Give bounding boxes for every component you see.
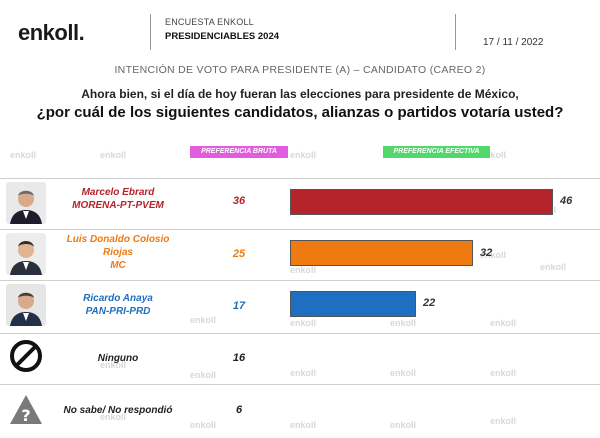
watermark-text: enkoll	[490, 318, 517, 328]
efectiva-value: 22	[423, 297, 436, 309]
bruta-value: 16	[232, 352, 246, 364]
bruta-value: 36	[232, 195, 246, 207]
watermark-text: enkoll	[490, 368, 517, 378]
chart-title: INTENCIÓN DE VOTO PARA PRESIDENTE (A) – …	[114, 64, 486, 76]
watermark-text: enkoll	[490, 416, 517, 426]
watermark-text: enkoll	[290, 265, 317, 275]
candidate-party: MORENA-PT-PVEM	[72, 200, 164, 211]
survey-date: 17 / 11 / 2022	[483, 37, 544, 48]
watermark-text: enkoll	[290, 368, 317, 378]
candidate-name-line1: Luis Donaldo Colosio	[66, 234, 170, 245]
survey-org: ENCUESTA ENKOLL	[165, 17, 254, 27]
option-ninguno-label: Ninguno	[97, 353, 139, 364]
watermark-text: enkoll	[190, 315, 217, 325]
survey-subtitle: PRESIDENCIABLES 2024	[165, 31, 280, 42]
row-separator	[0, 178, 600, 179]
enkoll-logo: enkoll.	[18, 20, 85, 45]
watermark-text: enkoll	[290, 318, 317, 328]
watermark-text: enkoll	[190, 370, 217, 380]
row-separator	[0, 384, 600, 385]
watermark-text: enkoll	[480, 250, 507, 260]
watermark-text: enkoll	[10, 150, 37, 160]
candidate-party: MC	[110, 260, 126, 271]
header-divider-right	[455, 14, 456, 50]
candidate-photo-anaya	[6, 284, 46, 326]
efectiva-bar	[290, 240, 473, 266]
efectiva-bar	[290, 291, 416, 317]
prohibited-icon	[8, 338, 44, 374]
header-divider	[150, 14, 151, 50]
question-warning-icon: ?	[8, 392, 44, 428]
row-separator	[0, 333, 600, 334]
bruta-value: 17	[232, 300, 246, 312]
watermark-text: enkoll	[390, 420, 417, 430]
question-line-2: ¿por cuál de los siguientes candidatos, …	[36, 104, 564, 121]
question-line-1: Ahora bien, si el día de hoy fueran las …	[81, 87, 519, 101]
watermark-text: enkoll	[290, 420, 317, 430]
candidate-label: Ricardo Anaya PAN-PRI-PRD	[58, 292, 178, 318]
watermark-text: enkoll	[100, 360, 127, 370]
watermark-text: enkoll	[100, 150, 127, 160]
option-nosabe-label: No sabe/ No respondió	[63, 405, 173, 416]
watermark-text: enkoll	[390, 318, 417, 328]
row-separator	[0, 280, 600, 281]
candidate-name: Marcelo Ebrard	[81, 187, 155, 198]
candidate-name: Ricardo Anaya	[83, 293, 153, 304]
candidate-photo-colosio	[6, 233, 46, 275]
watermark-text: enkoll	[480, 150, 507, 160]
candidate-photo-ebrard	[6, 182, 46, 224]
column-header-efectiva: PREFERENCIA EFECTIVA	[383, 146, 490, 158]
bruta-value: 25	[232, 248, 246, 260]
row-separator	[0, 229, 600, 230]
watermark-text: enkoll	[390, 368, 417, 378]
watermark-text: enkoll	[190, 420, 217, 430]
watermark-text: enkoll	[100, 412, 127, 422]
column-header-bruta: PREFERENCIA BRUTA	[190, 146, 288, 158]
watermark-text: enkoll	[540, 262, 567, 272]
bruta-value: 6	[235, 404, 243, 416]
report-header: enkoll. ENCUESTA ENKOLL PRESIDENCIABLES …	[0, 0, 600, 60]
efectiva-bar	[290, 189, 553, 215]
candidate-label: Luis Donaldo Colosio Riojas MC	[58, 233, 178, 272]
watermark-text: enkoll	[290, 150, 317, 160]
candidate-label: Marcelo Ebrard MORENA-PT-PVEM	[58, 186, 178, 212]
candidate-party: PAN-PRI-PRD	[85, 306, 151, 317]
candidate-name-line2: Riojas	[102, 247, 133, 258]
svg-text:?: ?	[21, 406, 30, 425]
efectiva-value: 32	[480, 247, 493, 259]
efectiva-value: 46	[560, 195, 573, 207]
